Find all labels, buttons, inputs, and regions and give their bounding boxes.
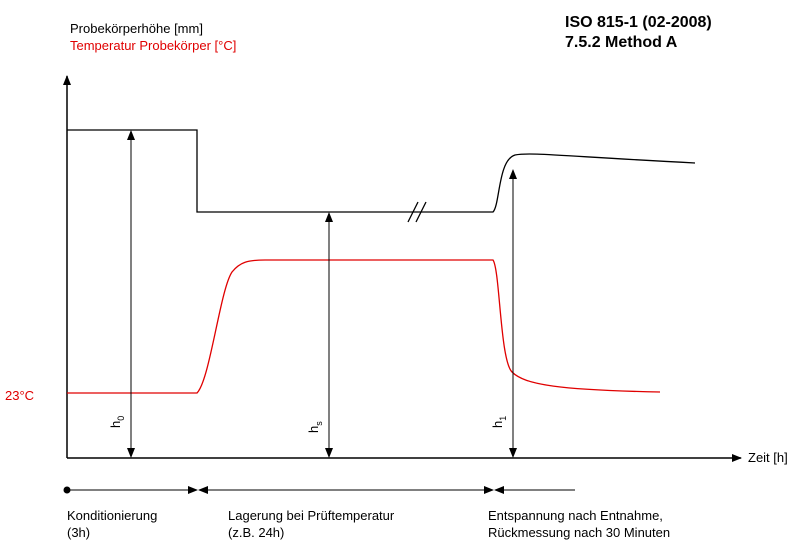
phase-duration: (3h) xyxy=(67,525,90,540)
height-curve xyxy=(67,129,696,213)
y-axis-label: Probekörperhöhe [mm] xyxy=(70,21,203,36)
hs-label: hs xyxy=(306,421,324,433)
phase-label: Entspannung nach Entnahme, xyxy=(488,508,663,523)
phase-duration: Rückmessung nach 30 Minuten xyxy=(488,525,670,540)
h0-label: h0 xyxy=(108,416,126,428)
x-axis-label: Zeit [h] xyxy=(748,450,788,465)
title: ISO 815-1 (02-2008) xyxy=(565,14,712,31)
subtitle: 7.5.2 Method A xyxy=(565,34,678,51)
temperature-label: 23°C xyxy=(5,388,34,403)
phase-label: Lagerung bei Prüftemperatur xyxy=(228,508,395,523)
phase-label: Konditionierung xyxy=(67,508,157,523)
phase-duration: (z.B. 24h) xyxy=(228,525,284,540)
h1-label: h1 xyxy=(490,416,508,428)
axis-break xyxy=(407,201,427,223)
y2-axis-label: Temperatur Probekörper [°C] xyxy=(70,38,236,53)
temperature-curve xyxy=(67,259,661,394)
